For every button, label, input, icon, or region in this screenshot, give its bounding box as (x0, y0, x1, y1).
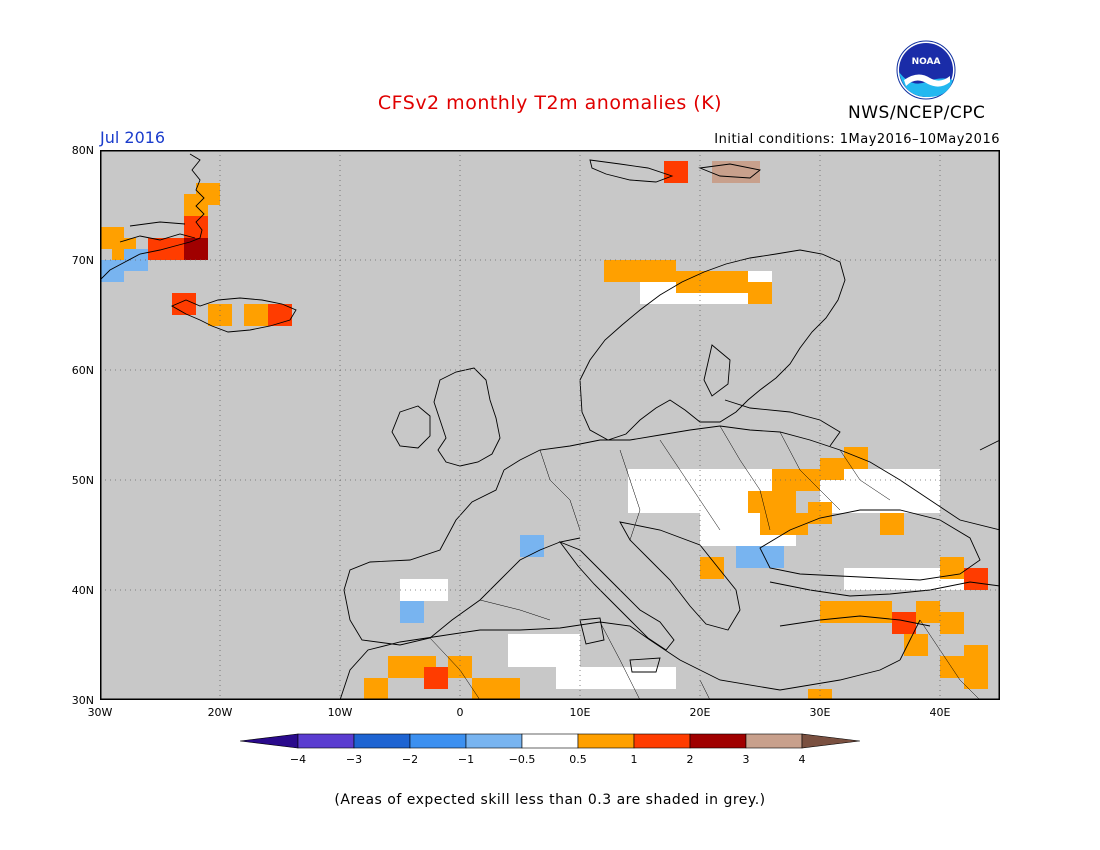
colorbar-level-label: 4 (799, 753, 806, 766)
anomaly-cell (868, 601, 892, 623)
colorbar-level-label: −3 (346, 753, 362, 766)
lat-label: 30N (71, 694, 94, 707)
lat-label: 80N (71, 144, 94, 157)
anomaly-cell (604, 260, 628, 282)
lon-label: 30W (87, 706, 113, 719)
colorbar-level-label: −1 (458, 753, 474, 766)
anomaly-map (100, 150, 1000, 700)
anomaly-cell (940, 612, 964, 634)
forecast-month: Jul 2016 (100, 128, 166, 147)
anomaly-cell (820, 601, 844, 623)
logo-text: NOAA (912, 57, 941, 67)
anomaly-cell (844, 601, 868, 623)
colorbar-box (409, 733, 467, 749)
anomaly-cell (844, 447, 868, 469)
initial-conditions: Initial conditions: 1May2016–10May2016 (714, 132, 1000, 147)
colorbar-box (521, 733, 579, 749)
anomaly-cell (676, 271, 700, 293)
anomaly-cell (736, 546, 760, 568)
anomaly-cell (880, 513, 904, 535)
colorbar-arrow-high (801, 733, 860, 749)
anomaly-cell (184, 238, 208, 260)
anomaly-cell (712, 161, 736, 183)
anomaly-cell (940, 557, 964, 579)
colorbar-box (577, 733, 635, 749)
anomaly-cell (760, 513, 784, 535)
lat-label: 60N (71, 364, 94, 377)
neutral-cell (508, 634, 580, 667)
anomaly-cell (748, 282, 772, 304)
lon-label: 10E (569, 706, 591, 719)
anomaly-cell (772, 469, 796, 491)
anomaly-cell (796, 469, 820, 491)
colorbar-level-label: 0.5 (569, 753, 587, 766)
anomaly-cell (772, 491, 796, 513)
map-title: CFSv2 monthly T2m anomalies (K) (377, 92, 723, 114)
anomaly-cell (148, 238, 172, 260)
anomaly-cell (244, 304, 268, 326)
color-legend: −4 −3 −2 −1 −0.5 0.5 1 2 3 4 (240, 733, 860, 766)
colorbar-box (689, 733, 747, 749)
agency-label: NWS/NCEP/CPC (848, 103, 986, 123)
anomaly-cell (496, 678, 520, 700)
anomaly-cell (700, 557, 724, 579)
anomaly-cell (784, 513, 808, 535)
anomaly-cell (472, 678, 496, 700)
anomaly-cell (664, 161, 688, 183)
anomaly-cell (400, 601, 424, 623)
anomaly-cell (268, 304, 292, 326)
anomaly-cell (748, 491, 772, 513)
lat-label: 50N (71, 474, 94, 487)
lat-label: 40N (71, 584, 94, 597)
noaa-logo-icon: NOAA (896, 40, 956, 100)
anomaly-cell (628, 260, 652, 282)
anomaly-cell (820, 458, 844, 480)
colorbar-level-label: −0.5 (509, 753, 536, 766)
lat-label: 70N (71, 254, 94, 267)
graticule (100, 150, 1000, 700)
anomaly-cell (364, 678, 388, 700)
colorbar-box (465, 733, 523, 749)
anomaly-cell (892, 612, 916, 634)
anomaly-cell (808, 689, 832, 700)
anomaly-cell (964, 568, 988, 590)
colorbar-box (353, 733, 411, 749)
colorbar-level-label: 1 (631, 753, 638, 766)
anomaly-cell (760, 546, 784, 568)
anomaly-cell (940, 656, 964, 678)
colorbar-box (745, 733, 803, 749)
colorbar-arrow-low (240, 733, 299, 749)
lon-label: 20W (207, 706, 233, 719)
lon-label: 0 (456, 706, 464, 719)
lon-label: 20E (689, 706, 711, 719)
colorbar-box (297, 733, 355, 749)
neutral-cell (556, 667, 676, 689)
anomaly-cell (100, 260, 124, 282)
lon-label: 30E (809, 706, 831, 719)
anomaly-cell (808, 502, 832, 524)
map-frame (100, 150, 1000, 700)
anomaly-cell (724, 271, 748, 293)
skill-footnote: (Areas of expected skill less than 0.3 a… (334, 792, 766, 808)
lon-label: 40E (929, 706, 951, 719)
anomaly-cell (424, 667, 448, 689)
anomaly-cell (184, 216, 208, 238)
colorbar-level-label: 3 (743, 753, 750, 766)
neutral-cell (400, 579, 448, 601)
anomaly-cell (964, 645, 988, 667)
anomaly-cell (388, 656, 412, 678)
colorbar-box (633, 733, 691, 749)
anomaly-cell (916, 601, 940, 623)
colorbar-level-label: −4 (290, 753, 306, 766)
lon-label: 10W (327, 706, 353, 719)
anomaly-cell (652, 260, 676, 282)
colorbar-level-label: 2 (687, 753, 694, 766)
anomaly-cell (964, 667, 988, 689)
colorbar-level-label: −2 (402, 753, 418, 766)
anomaly-cell (700, 271, 724, 293)
anomaly-cell (448, 656, 472, 678)
anomaly-cell (736, 161, 760, 183)
